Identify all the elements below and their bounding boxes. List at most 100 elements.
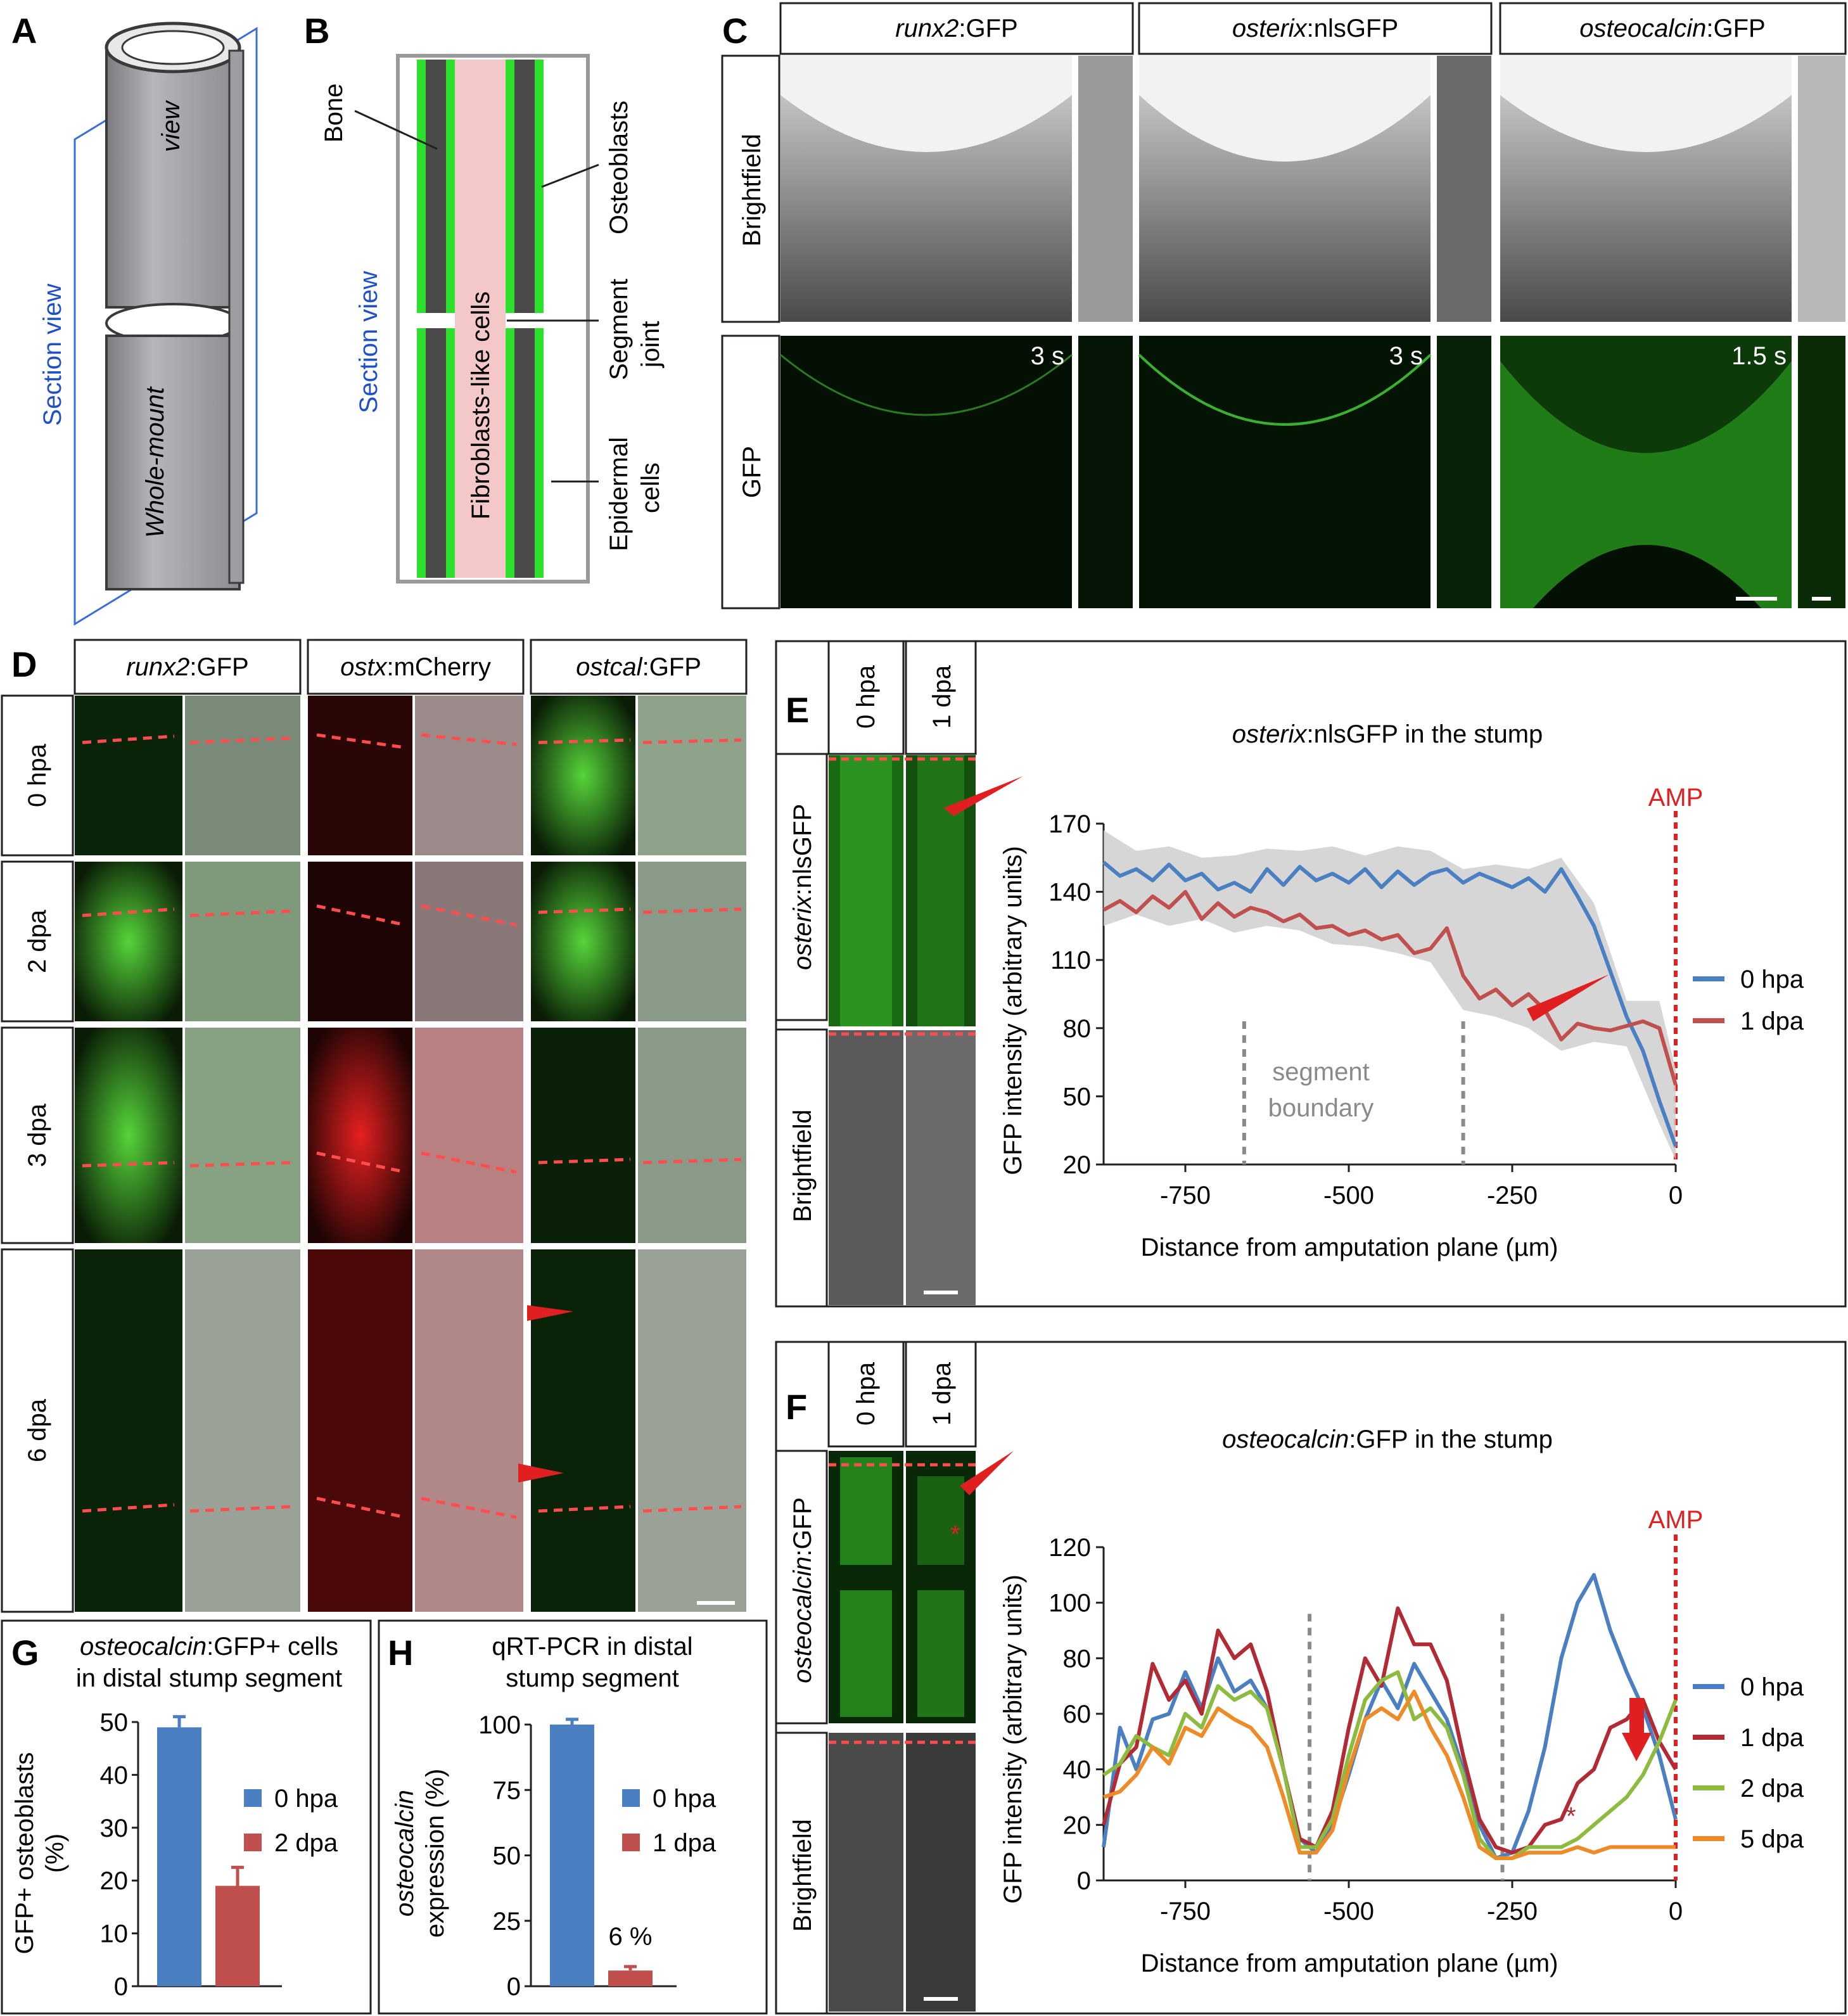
series-line-1-dpa	[1102, 1606, 1678, 1855]
legend-label: 1 dpa	[1740, 1007, 1804, 1035]
bar-1-dpa	[608, 1970, 653, 1986]
f-row-osteocalcin: osteocalcin:GFP	[789, 1497, 817, 1683]
y-tick-label: 120	[1048, 1534, 1091, 1562]
x-tick-label: -750	[1160, 1898, 1211, 1925]
c-col-osteocalcin: osteocalcin:GFP 1.5 s	[1499, 2, 1847, 608]
panel-a: A view Whole-mount Section view	[11, 11, 258, 626]
cylinder-lower	[105, 335, 241, 590]
legend-label: 0 hpa	[1740, 966, 1804, 993]
c-header-osterix: osterix:nlsGFP	[1232, 15, 1398, 42]
y-tick-label: 110	[1050, 947, 1091, 974]
c-header-osteocalcin: osteocalcin:GFP	[1579, 15, 1765, 42]
y-tick-label: 50	[100, 1709, 129, 1737]
error-band	[1104, 830, 1676, 1160]
c-row-gfp: GFP	[738, 446, 766, 498]
d-header-ostx: ostx:mCherry	[340, 653, 491, 681]
x-tick-label: -250	[1487, 1182, 1538, 1209]
d-arrowhead-1	[527, 1305, 573, 1321]
panel-c: C Brightfield GFP runx2:GFP 3 s osterix:…	[721, 2, 1847, 609]
label-section-view-a: Section view	[39, 284, 67, 426]
c-exposure-2: 3 s	[1389, 342, 1423, 370]
chart-e-amp: AMP	[1648, 784, 1704, 812]
x-tick-label: -750	[1160, 1182, 1211, 1209]
d-row-3dpa: 3 dpa	[23, 1103, 51, 1167]
d-header-runx2: runx2:GFP	[126, 653, 248, 681]
y-tick-label: 80	[1063, 1645, 1092, 1673]
legend-swatch	[244, 1789, 262, 1807]
panel-label-b: B	[304, 11, 329, 51]
y-tick-label: 20	[1063, 1811, 1092, 1839]
label-whole-mount: Whole-mount	[141, 386, 169, 538]
y-tick-label: 20	[1063, 1151, 1092, 1179]
series-line-0-hpa	[1102, 1573, 1678, 1860]
chart-h-ylabel-2: expression (%)	[421, 1769, 449, 1938]
chart-e-ylabel: GFP intensity (arbitrary units)	[999, 846, 1027, 1175]
panel-f: F 0 hpa 1 dpa osteocalcin:GFP Brightfiel…	[775, 1341, 1847, 2015]
label-fibroblasts: Fibroblasts-like cells	[467, 291, 495, 520]
c-exposure-1: 3 s	[1031, 342, 1064, 370]
bar-0-hpa	[157, 1727, 201, 1986]
label-section-view-b: Section view	[355, 271, 383, 414]
chart-e-boundary-1: segment	[1272, 1058, 1369, 1086]
x-tick-label: -500	[1323, 1182, 1374, 1209]
y-tick-label: 60	[1063, 1700, 1092, 1728]
chart-g-ylabel-2: (%)	[41, 1834, 69, 1873]
legend-label: 5 dpa	[1740, 1825, 1804, 1853]
panel-label-f: F	[786, 1387, 807, 1427]
y-tick-label: 40	[1063, 1756, 1092, 1784]
chart-e-arrow	[1527, 974, 1609, 1021]
panel-label-d: D	[11, 644, 37, 684]
panel-b: B Bone Osteoblasts Section view Fibrobla…	[304, 11, 665, 584]
chart-f-arrow-shaft	[1629, 1698, 1644, 1733]
legend-label: 0 hpa	[1740, 1673, 1804, 1701]
legend-label: 0 hpa	[653, 1785, 717, 1813]
panel-g: G osteocalcin:GFP+ cells in distal stump…	[1, 1619, 372, 2015]
chart-g-title-1: osteocalcin:GFP+ cells	[80, 1633, 338, 1661]
c-col-runx2: runx2:GFP 3 s	[779, 2, 1134, 608]
y-tick-label: 0	[1077, 1867, 1091, 1895]
y-tick-label: 40	[100, 1761, 129, 1789]
y-tick-label: 0	[507, 1973, 521, 2001]
chart-f-ylabel: GFP intensity (arbitrary units)	[999, 1574, 1027, 1903]
panel-label-g: G	[11, 1633, 39, 1673]
c-exposure-3: 1.5 s	[1731, 342, 1787, 370]
e-row-osterix: osterix:nlsGFP	[789, 804, 817, 970]
label-view: view	[157, 99, 185, 152]
chart-h-ylabel-1: osteocalcin	[391, 1790, 419, 1917]
d-arrowhead-2	[518, 1464, 564, 1483]
f-col-1dpa: 1 dpa	[928, 1362, 956, 1426]
y-tick-label: 25	[493, 1908, 521, 1936]
legend-label: 2 dpa	[1740, 1775, 1804, 1802]
legend-label: 1 dpa	[1740, 1724, 1804, 1752]
d-row-0hpa: 0 hpa	[23, 743, 51, 807]
bar-0-hpa	[550, 1725, 594, 1986]
x-tick-label: -250	[1487, 1898, 1538, 1925]
legend-swatch	[622, 1834, 640, 1851]
label-epidermal: Epidermal	[605, 437, 633, 551]
series-line-0-hpa	[1102, 860, 1678, 1147]
chart-f-title: osteocalcin:GFP in the stump	[1222, 1426, 1553, 1453]
chart-h-title-2: stump segment	[506, 1664, 679, 1692]
bone-right	[506, 60, 544, 578]
chart-f-xlabel: Distance from amputation plane (µm)	[1141, 1949, 1558, 1977]
panel-h: H qRT-PCR in distal stump segment osteoc…	[378, 1619, 768, 2015]
d-row-2dpa: 2 dpa	[23, 909, 51, 973]
y-tick-label: 20	[100, 1867, 129, 1895]
panel-e: E 0 hpa 1 dpa osterix:nlsGFP Brightfield…	[775, 640, 1847, 1308]
d-header-ostcal: ostcal:GFP	[576, 653, 701, 681]
chart-e: osterix:nlsGFP in the stump AMP Distance…	[999, 720, 1804, 1261]
panel-label-c: C	[722, 11, 748, 51]
y-tick-label: 170	[1048, 810, 1091, 838]
y-tick-label: 10	[100, 1920, 129, 1948]
d-row-6dpa: 6 dpa	[23, 1398, 51, 1462]
legend-label: 2 dpa	[274, 1829, 338, 1857]
y-tick-label: 30	[100, 1815, 129, 1842]
e-col-1dpa: 1 dpa	[928, 665, 956, 729]
y-tick-label: 0	[114, 1973, 128, 2001]
chart-g-title-2: in distal stump segment	[76, 1664, 342, 1692]
y-tick-label: 50	[1063, 1083, 1092, 1111]
e-row-brightfield: Brightfield	[789, 1109, 817, 1222]
c-row-brightfield: Brightfield	[738, 134, 766, 246]
panel-label-a: A	[11, 11, 37, 51]
